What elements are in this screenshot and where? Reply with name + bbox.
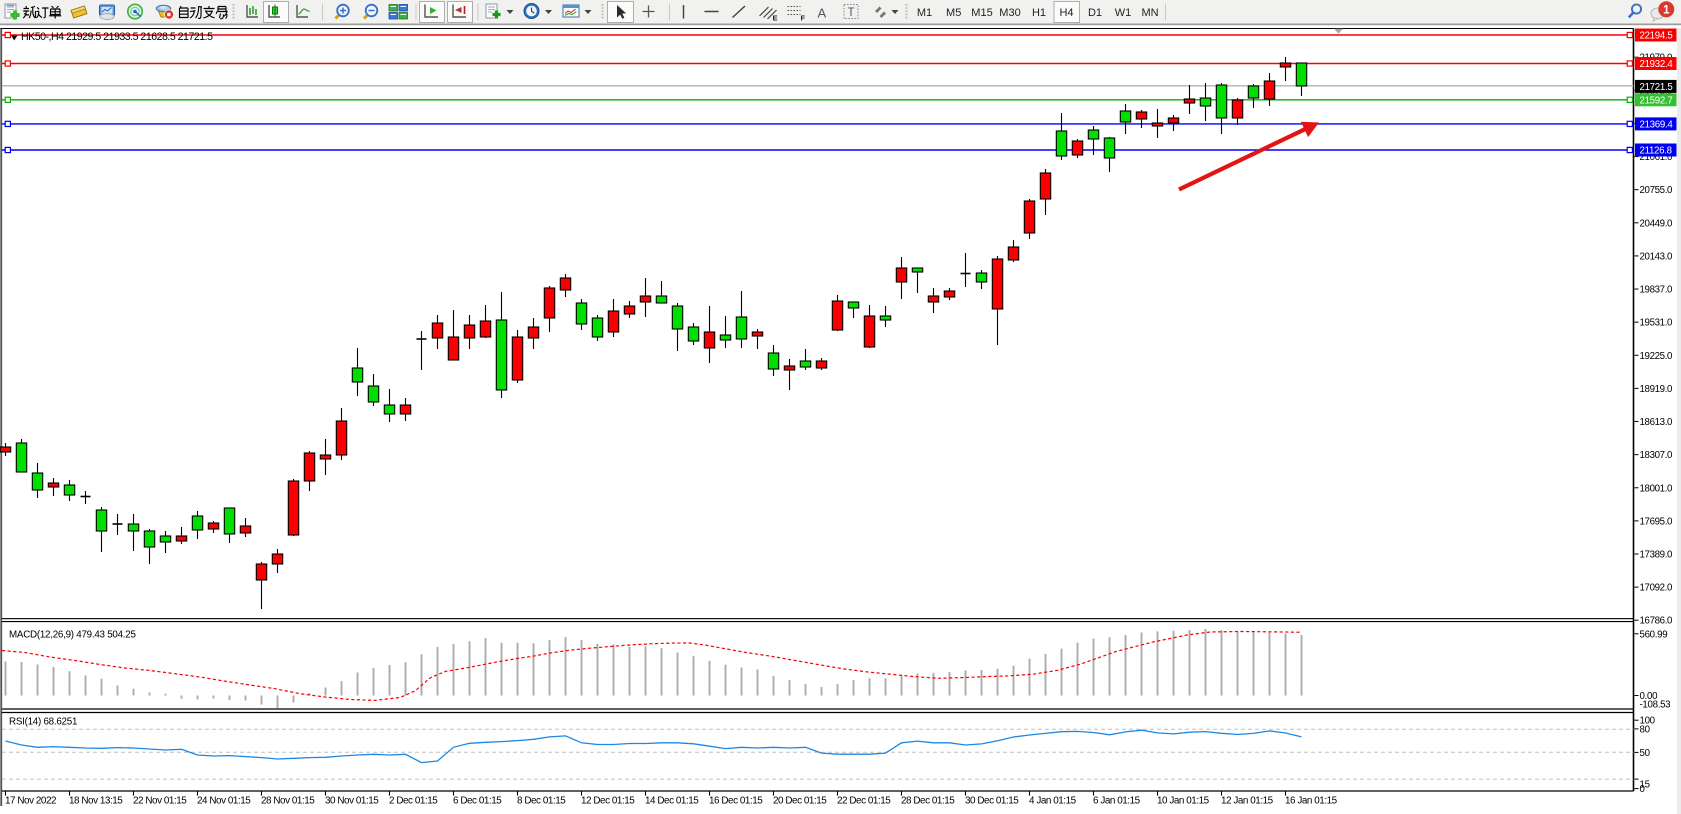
svg-text:20 Dec 01:15: 20 Dec 01:15 (773, 796, 827, 807)
svg-text:M5: M5 (946, 7, 961, 19)
svg-text:17 Nov 2022: 17 Nov 2022 (5, 796, 56, 807)
svg-text:21721.5: 21721.5 (1640, 82, 1673, 93)
svg-text:22194.5: 22194.5 (1640, 31, 1673, 42)
svg-text:T: T (848, 7, 855, 19)
svg-text:22 Dec 01:15: 22 Dec 01:15 (837, 796, 891, 807)
svg-text:F: F (801, 14, 806, 23)
svg-text:18919.0: 18919.0 (1640, 384, 1674, 395)
svg-text:30 Nov 01:15: 30 Nov 01:15 (325, 796, 379, 807)
svg-text:20755.0: 20755.0 (1640, 185, 1674, 196)
svg-text:6 Dec 01:15: 6 Dec 01:15 (453, 796, 502, 807)
svg-text:16786.0: 16786.0 (1640, 616, 1674, 627)
svg-text:6 Jan 01:15: 6 Jan 01:15 (1093, 796, 1141, 807)
svg-text:E: E (773, 14, 778, 23)
svg-text:D1: D1 (1088, 7, 1102, 19)
svg-text:W1: W1 (1115, 7, 1132, 19)
svg-text:4 Jan 01:15: 4 Jan 01:15 (1029, 796, 1077, 807)
svg-text:16 Dec 01:15: 16 Dec 01:15 (709, 796, 763, 807)
svg-text:17389.0: 17389.0 (1640, 550, 1674, 561)
svg-text:8 Dec 01:15: 8 Dec 01:15 (517, 796, 566, 807)
svg-text:0.00: 0.00 (1640, 691, 1659, 702)
svg-text:19225.0: 19225.0 (1640, 351, 1674, 362)
svg-text:MACD(12,26,9) 479.43 504.25: MACD(12,26,9) 479.43 504.25 (9, 630, 136, 641)
svg-text:24 Nov 01:15: 24 Nov 01:15 (197, 796, 251, 807)
svg-text:16 Jan 01:15: 16 Jan 01:15 (1285, 796, 1338, 807)
svg-text:1: 1 (1663, 4, 1670, 16)
svg-text:80: 80 (1640, 724, 1651, 735)
svg-text:-108.53: -108.53 (1640, 699, 1671, 710)
svg-text:15: 15 (1640, 779, 1650, 790)
svg-text:H1: H1 (1032, 7, 1046, 19)
svg-text:A: A (818, 6, 827, 21)
svg-text:12 Jan 01:15: 12 Jan 01:15 (1221, 796, 1274, 807)
svg-text:28 Dec 01:15: 28 Dec 01:15 (901, 796, 955, 807)
svg-text:0: 0 (1640, 784, 1646, 795)
svg-text:21592.7: 21592.7 (1640, 96, 1673, 107)
svg-text:10 Jan 01:15: 10 Jan 01:15 (1157, 796, 1210, 807)
svg-text:21061.0: 21061.0 (1640, 152, 1674, 163)
svg-text:20449.0: 20449.0 (1640, 218, 1674, 229)
svg-text:HK50-,H4 21929.5 21933.5 2162: HK50-,H4 21929.5 21933.5 21628.5 21721.5 (21, 31, 213, 43)
svg-text:MN: MN (1141, 7, 1158, 19)
svg-text:20143.0: 20143.0 (1640, 251, 1674, 262)
svg-text:19531.0: 19531.0 (1640, 318, 1674, 329)
svg-text:28 Nov 01:15: 28 Nov 01:15 (261, 796, 315, 807)
svg-text:M15: M15 (971, 7, 992, 19)
svg-text:H4: H4 (1059, 7, 1073, 19)
svg-text:18 Nov 13:15: 18 Nov 13:15 (69, 796, 123, 807)
svg-text:50: 50 (1640, 748, 1651, 759)
svg-text:14 Dec 01:15: 14 Dec 01:15 (645, 796, 699, 807)
svg-text:30 Dec 01:15: 30 Dec 01:15 (965, 796, 1019, 807)
svg-text:21126.8: 21126.8 (1640, 146, 1672, 157)
svg-text:18307.0: 18307.0 (1640, 450, 1674, 461)
svg-text:M30: M30 (999, 7, 1020, 19)
svg-text:22 Nov 01:15: 22 Nov 01:15 (133, 796, 187, 807)
svg-text:18001.0: 18001.0 (1640, 483, 1674, 494)
svg-text:17092.0: 17092.0 (1640, 583, 1674, 594)
svg-text:M1: M1 (917, 7, 932, 19)
svg-text:17695.0: 17695.0 (1640, 516, 1674, 527)
svg-text:18613.0: 18613.0 (1640, 417, 1674, 428)
svg-text:100: 100 (1640, 716, 1656, 727)
svg-text:21932.4: 21932.4 (1640, 59, 1674, 70)
svg-text:21369.4: 21369.4 (1640, 120, 1674, 131)
svg-text:560.99: 560.99 (1640, 629, 1668, 640)
svg-text:12 Dec 01:15: 12 Dec 01:15 (581, 796, 635, 807)
svg-text:RSI(14) 68.6251: RSI(14) 68.6251 (9, 717, 77, 728)
svg-text:2 Dec 01:15: 2 Dec 01:15 (389, 796, 438, 807)
svg-text:19837.0: 19837.0 (1640, 285, 1674, 296)
